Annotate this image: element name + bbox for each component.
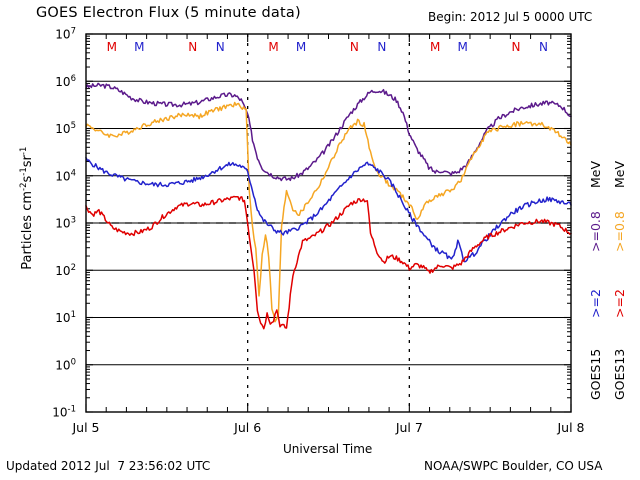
- legend-goes15-ge08: >=0.8: [588, 211, 603, 252]
- satellite-position-marker: N: [539, 40, 548, 54]
- y-axis-tick-label: 10-1: [52, 405, 76, 420]
- satellite-position-marker: N: [216, 40, 225, 54]
- y-axis-tick-label: 103: [55, 216, 76, 231]
- satellite-position-marker: M: [107, 40, 117, 54]
- begin-time-label: Begin: 2012 Jul 5 0000 UTC: [428, 10, 593, 24]
- satellite-position-marker: N: [188, 40, 197, 54]
- y-axis-tick-label: 100: [55, 357, 76, 372]
- data-series-line: [85, 101, 572, 323]
- data-series-line: [85, 82, 572, 182]
- data-series-line: [85, 195, 572, 330]
- plot-frame: [85, 33, 572, 413]
- data-series-line: [85, 156, 572, 263]
- legend-goes15-label: GOES15: [588, 349, 603, 400]
- satellite-position-marker: N: [377, 40, 386, 54]
- legend-goes15-ge2: >=2: [588, 289, 603, 318]
- y-axis-tick-label: 106: [55, 74, 76, 89]
- x-axis-tick-label: Jul 6: [233, 420, 261, 435]
- y-axis-tick-label: 101: [55, 310, 76, 325]
- chart-title: GOES Electron Flux (5 minute data): [36, 5, 301, 21]
- x-axis-title: Universal Time: [283, 442, 373, 456]
- x-axis-tick-label: Jul 5: [71, 420, 99, 435]
- satellite-position-marker: N: [512, 40, 521, 54]
- x-axis-tick-label: Jul 8: [556, 420, 584, 435]
- footer-agency-text: NOAA/SWPC Boulder, CO USA: [424, 459, 603, 473]
- y-axis-tick-label: 107: [55, 27, 76, 42]
- satellite-position-marker: N: [350, 40, 359, 54]
- legend-goes13-ge2: >=2: [612, 289, 627, 318]
- satellite-position-marker: M: [430, 40, 440, 54]
- satellite-position-marker: M: [134, 40, 144, 54]
- legend-goes13-ge08: >=0.8: [612, 211, 627, 252]
- legend-goes15-unit: MeV: [588, 161, 603, 188]
- legend-goes13-unit: MeV: [612, 161, 627, 188]
- y-axis-tick-label: 102: [55, 263, 76, 278]
- legend-goes13-label: GOES13: [612, 349, 627, 400]
- satellite-position-marker: M: [268, 40, 278, 54]
- footer-updated-text: Updated 2012 Jul 7 23:56:02 UTC: [6, 459, 211, 473]
- y-axis-tick-label: 104: [55, 168, 76, 183]
- x-axis-tick-label: Jul 7: [395, 420, 423, 435]
- y-axis-tick-label: 105: [55, 121, 76, 136]
- satellite-position-marker: M: [296, 40, 306, 54]
- satellite-position-marker: M: [458, 40, 468, 54]
